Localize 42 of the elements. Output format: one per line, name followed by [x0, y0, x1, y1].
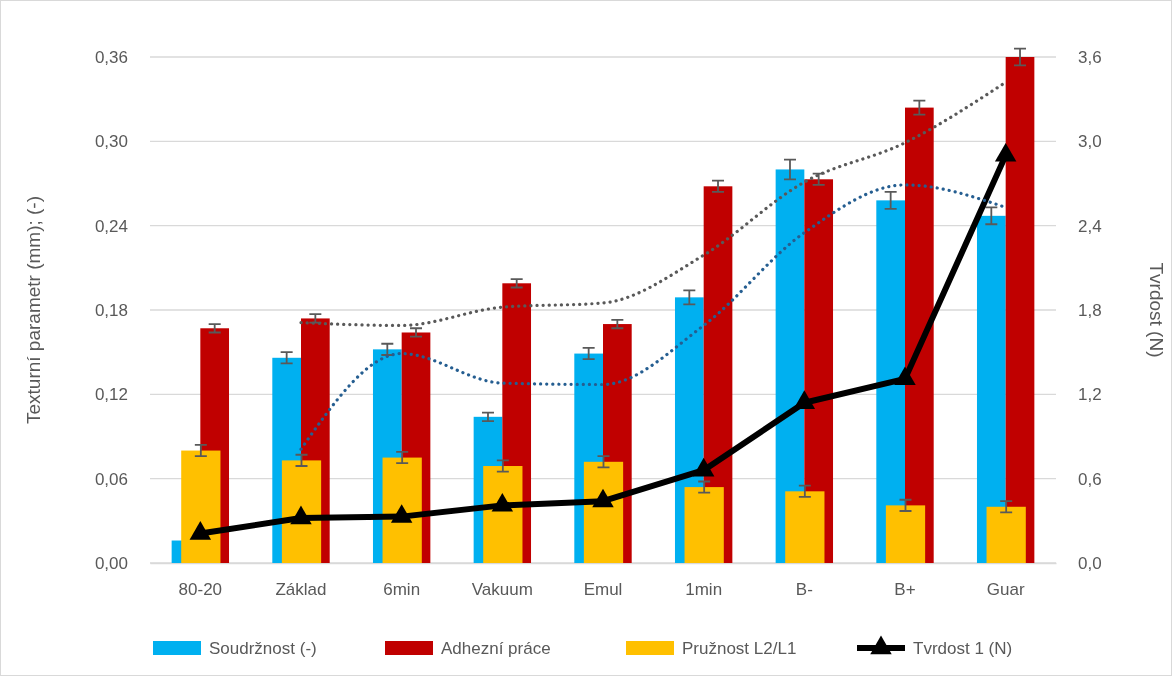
legend-label: Tvrdost 1 (N): [913, 639, 1013, 658]
y-tick-label: 0,30: [94, 132, 128, 152]
x-tick-label: 1min: [685, 580, 723, 600]
point: [189, 521, 212, 540]
point: [994, 142, 1017, 162]
point: [692, 457, 715, 477]
point: [894, 366, 916, 386]
bar: [785, 491, 825, 563]
point: [592, 488, 614, 508]
x-tick-label: 6min: [383, 580, 421, 600]
x-tick-label: Vakuum: [471, 580, 533, 600]
y-axis-title: Texturní parametr (mm); (-): [23, 195, 44, 425]
bar: [885, 505, 926, 563]
point: [390, 504, 413, 523]
x-tick-label: 80-20: [178, 580, 223, 600]
point: [491, 492, 514, 512]
legend-label: Pružnost L2/L1: [682, 639, 797, 658]
point: [290, 505, 312, 525]
y2-axis-title: Tvrdost (N): [1146, 262, 1167, 358]
y-tick-label: 0,24: [94, 216, 128, 236]
y-tick-label: 0,00: [94, 553, 128, 573]
y-tick-label: 0,18: [94, 300, 128, 320]
legend-label: Adhezní práce: [441, 639, 551, 658]
y2-tick-label: 1,2: [1078, 385, 1102, 405]
y-tick-label: 0,12: [94, 385, 128, 405]
y2-tick-label: 3,0: [1078, 132, 1102, 152]
bar: [986, 506, 1026, 563]
x-tick-label: B-: [795, 580, 813, 600]
y2-tick-label: 3,6: [1078, 47, 1102, 67]
y-tick-label: 0,06: [94, 469, 128, 489]
legend-label: Soudržnost (-): [209, 639, 317, 658]
y-tick-label: 0,36: [94, 47, 128, 67]
x-tick-label: Základ: [275, 580, 327, 600]
y2-tick-label: 0,6: [1078, 469, 1102, 489]
y2-tick-label: 1,8: [1078, 300, 1102, 320]
x-tick-label: Guar: [986, 580, 1025, 600]
x-tick-label: B+: [894, 580, 916, 600]
y2-tick-label: 2,4: [1078, 216, 1102, 236]
bar: [684, 487, 724, 563]
y2-tick-label: 0,0: [1078, 553, 1102, 573]
point: [793, 390, 816, 409]
x-tick-label: Emul: [583, 580, 623, 600]
